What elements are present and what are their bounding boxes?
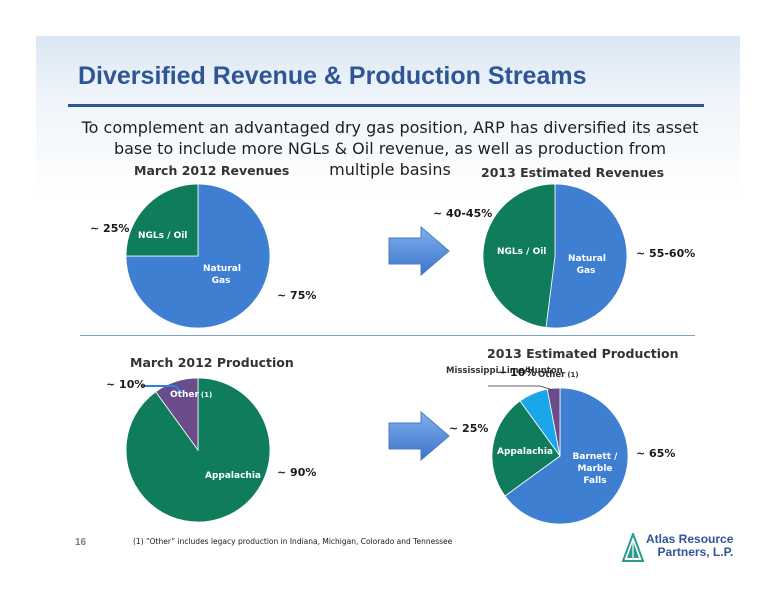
arrow-right-icon (388, 410, 450, 462)
pie-slice-ngls-oil (125, 183, 199, 257)
page-subtitle: To complement an advantaged dry gas posi… (81, 118, 699, 179)
slice-label-ngls-oil: NGLs / Oil (138, 231, 188, 241)
pct-label-ngls-oil: ~ 25% (90, 222, 130, 235)
page-number: 16 (75, 537, 87, 548)
slice-label-appalachia-2013: Appalachia (497, 447, 553, 457)
pie-slice-appalachia (491, 400, 561, 497)
footnote: (1) “Other” includes legacy production i… (133, 537, 453, 546)
pie-slice-other (546, 387, 561, 457)
logo-line-1: Atlas Resource (646, 532, 734, 546)
pct-label-ngls-oil-2013: ~ 40-45% (433, 207, 493, 220)
slice-label-other-2013: Other (1) (538, 370, 579, 380)
pct-label-natural-gas-2013: ~ 55-60% (636, 247, 696, 260)
logo-line-2: Partners, L.P. (657, 545, 734, 559)
pie-slice-ngls-oil (482, 183, 556, 328)
slice-label-barnett-marble-falls: Barnett / Marble Falls (572, 452, 618, 486)
logo-text: Atlas Resource Partners, L.P. (646, 533, 733, 559)
slice-label-mississippi-lime-hunton: Mississippi Lime/Hunton (446, 366, 563, 376)
pie-slice-other (155, 377, 199, 452)
slice-label-ngls-oil-2013: NGLs / Oil (497, 247, 547, 257)
chart-title-march-2012-production: March 2012 Production (130, 355, 294, 370)
pct-label-barnett: ~ 65% (636, 447, 676, 460)
pct-label-other: ~ 10% (106, 378, 146, 391)
pct-label-appalachia: ~ 90% (277, 466, 317, 479)
pct-label-appalachia-2013: ~ 25% (449, 422, 489, 435)
slice-label-other: Other (1) (170, 390, 213, 400)
chart-title-2013-estimated-production: 2013 Estimated Production (487, 346, 679, 361)
pct-label-mississippi: ~ 10% (497, 366, 537, 379)
arrow-right-icon (388, 225, 450, 277)
pie-slice-barnett-marble-falls (504, 387, 629, 525)
slice-label-appalachia: Appalachia (205, 471, 261, 481)
slice-label-natural-gas-2013: Natural Gas (568, 254, 606, 276)
pie-slice-natural-gas (545, 183, 628, 329)
chart-title-march-2012-revenues: March 2012 Revenues (134, 163, 290, 178)
pct-label-natural-gas: ~ 75% (277, 289, 317, 302)
section-divider (80, 335, 695, 336)
company-logo: Atlas Resource Partners, L.P. (622, 531, 733, 565)
atlas-logo-icon (622, 533, 644, 562)
title-underline (68, 104, 704, 107)
slice-label-natural-gas: Natural Gas (203, 264, 241, 286)
chart-title-2013-estimated-revenues: 2013 Estimated Revenues (481, 165, 665, 180)
page-title: Diversified Revenue & Production Streams (78, 62, 587, 90)
